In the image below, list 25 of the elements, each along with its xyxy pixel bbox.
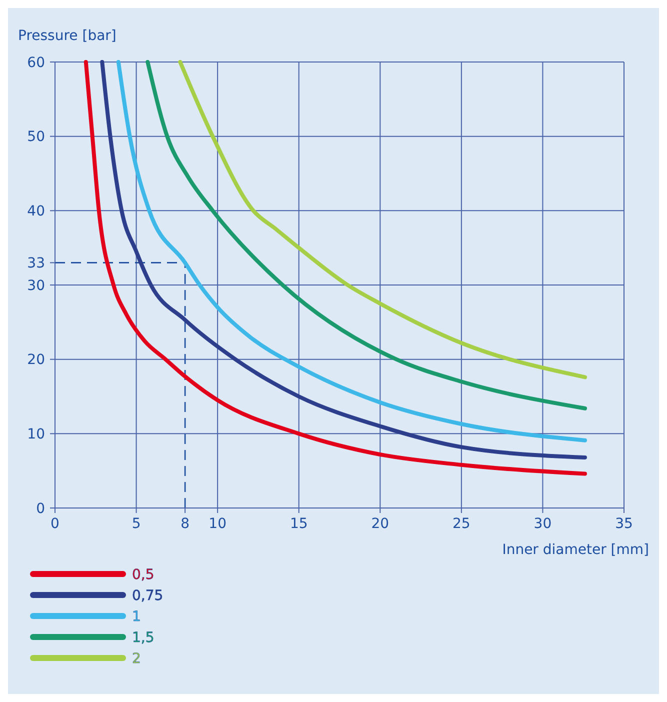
y-tick-label: 10 (27, 426, 45, 443)
y-tick-label: 33 (27, 256, 45, 272)
text: 2 (132, 650, 141, 667)
text: 1 (132, 608, 141, 625)
y-tick-label: 50 (27, 129, 45, 146)
x-axis-title: Inner diameter [mm] (502, 542, 649, 558)
line-series (178, 60, 587, 380)
x-tick-label: 0 (50, 516, 60, 532)
text: 0,5 (132, 566, 154, 583)
y-tick-label: 0 (36, 500, 45, 517)
y-tick-label: 20 (27, 352, 45, 368)
text: 0,75 (132, 588, 164, 604)
x-tick-label: 30 (534, 516, 552, 532)
y-axis-title: Pressure [bar] (18, 28, 116, 44)
x-tick-label: 8 (180, 516, 190, 532)
y-tick-label: 30 (27, 278, 45, 294)
y-tick-label: 60 (27, 54, 45, 71)
x-tick-label: 25 (452, 516, 470, 532)
x-tick-label: 35 (615, 516, 633, 532)
x-tick-label: 5 (132, 516, 141, 532)
y-tick-label: 40 (27, 204, 45, 220)
x-tick-label: 20 (371, 516, 390, 532)
text: 1,5 (132, 630, 154, 646)
x-tick-label: 10 (208, 516, 226, 532)
x-tick-label: 15 (290, 516, 308, 532)
